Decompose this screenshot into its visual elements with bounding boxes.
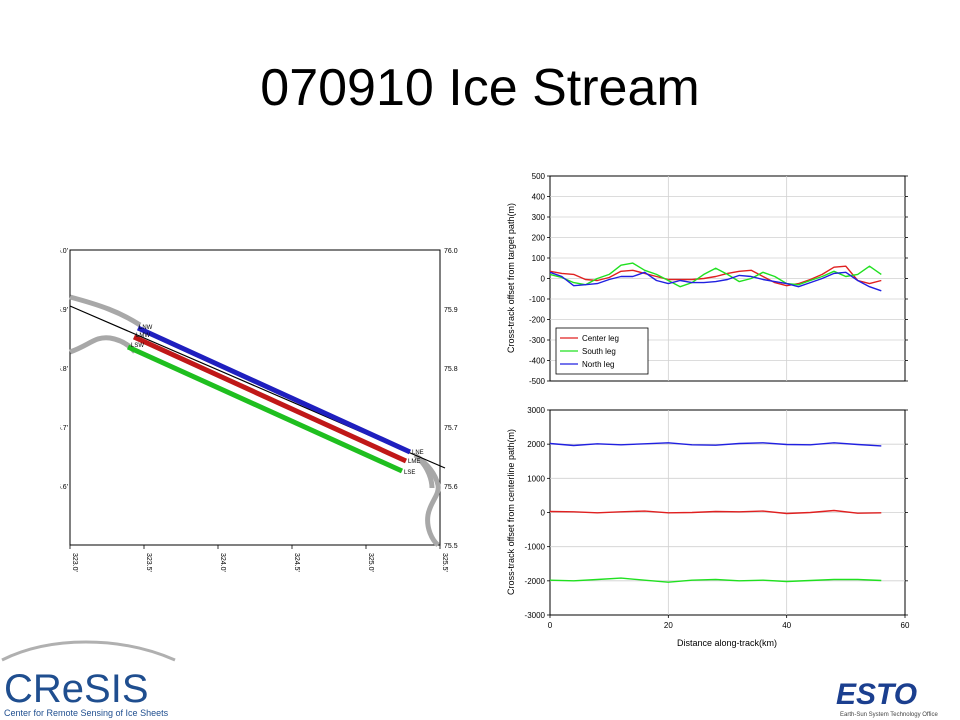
lat-label-right: 75.8	[444, 366, 458, 373]
marker-ce: LME	[408, 459, 420, 465]
esto-logo-sub: Earth-Sun System Technology Office	[840, 712, 938, 718]
bottom-xlabel: Distance along-track(km)	[677, 638, 777, 648]
y-tick-label: -100	[529, 295, 546, 304]
lon-label: 324.0'	[219, 553, 226, 572]
series-center-leg	[549, 509, 882, 515]
y-tick-label: 100	[532, 254, 546, 263]
lat-labels-left: 76.0' 75.9' 75.8' 75.7' 75.6'	[60, 248, 68, 491]
bottom-xticks: 0 20 40 60	[548, 615, 910, 630]
top-grid	[550, 176, 905, 381]
coastline-left-upper	[69, 294, 142, 328]
marker-cw: LMW	[136, 333, 150, 339]
y-tick-label: 2000	[527, 440, 545, 449]
y-tick-label: 3000	[527, 406, 545, 415]
x-tick-label: 0	[548, 621, 553, 630]
lon-label: 323.0'	[71, 553, 78, 572]
map-frame	[69, 249, 441, 546]
bottom-yticks: 3000 2000 1000 0 -1000 -2000 -3000	[525, 406, 908, 620]
y-tick-label: -1000	[525, 543, 546, 552]
legend-center: Center leg	[582, 334, 619, 343]
y-tick-label: -300	[529, 336, 546, 345]
cresis-logo-sub: Center for Remote Sensing of Ice Sheets	[4, 708, 169, 718]
esto-logo-text: ESTO	[836, 678, 917, 711]
y-tick-label: 1000	[527, 474, 545, 483]
lat-label-left: 75.7'	[60, 425, 68, 432]
lat-label-left: 75.9'	[60, 307, 68, 314]
lon-labels: 323.0' 323.5' 324.0' 324.5' 325.0' 325.5'	[71, 553, 448, 572]
north-leg-track	[136, 325, 412, 455]
lat-label-left: 75.6'	[60, 484, 68, 491]
y-tick-label: -200	[529, 316, 546, 325]
coastline-right	[413, 452, 441, 547]
series-center-leg	[549, 265, 882, 287]
marker-se: LSE	[404, 470, 415, 476]
y-tick-label: 0	[541, 509, 546, 518]
legend: Center leg South leg North leg	[555, 327, 649, 375]
bottom-ylabel: Cross-track offset from centerline path(…	[506, 429, 516, 595]
series-south-leg	[549, 577, 882, 583]
lon-label: 324.5'	[293, 553, 300, 572]
lat-label-right: 75.7	[444, 425, 458, 432]
series-north-leg	[549, 271, 882, 292]
y-tick-label: 500	[532, 172, 546, 181]
south-leg-track	[126, 344, 404, 474]
top-series	[549, 262, 882, 292]
center-leg-track	[132, 334, 408, 464]
y-tick-label: -500	[529, 377, 546, 386]
y-tick-label: 200	[532, 234, 546, 243]
y-tick-label: 400	[532, 193, 546, 202]
chart-bottom: 3000 2000 1000 0 -1000 -2000 -3000 0 20 40 60 Cro…	[506, 406, 910, 648]
series-north-leg	[549, 442, 882, 447]
cresis-logo: CReSIS Center for Remote Sensing of Ice …	[1, 640, 176, 718]
top-yticks: 500 400 300 200 100 0 -100 -200 -300 -400 -500	[529, 172, 908, 386]
x-tick-label: 60	[901, 621, 910, 630]
lon-label: 325.0'	[367, 553, 374, 572]
top-ylabel: Cross-track offset from target path(m)	[506, 203, 516, 353]
x-tick-label: 40	[782, 621, 791, 630]
lat-label-right: 75.6	[444, 484, 458, 491]
marker-nw: LNW	[139, 325, 153, 331]
lon-label: 323.5'	[145, 553, 152, 572]
lat-label-right: 75.5	[444, 543, 458, 550]
lat-labels-right: 76.0 75.9 75.8 75.7 75.6 75.5	[444, 248, 458, 550]
coastline-right-2	[418, 458, 435, 489]
y-tick-label: -3000	[525, 611, 546, 620]
y-tick-label: 300	[532, 213, 546, 222]
lat-label-left: 75.8'	[60, 366, 68, 373]
lon-label: 325.5'	[441, 553, 448, 572]
slide-title: 070910 Ice Stream	[260, 59, 700, 117]
y-tick-label: -2000	[525, 577, 546, 586]
chart-top: 500 400 300 200 100 0 -100 -200 -300 -400 -500 Cro…	[506, 172, 908, 386]
map-ticks	[69, 545, 441, 549]
marker-ne: LNE	[412, 450, 424, 456]
y-tick-label: 0	[541, 275, 546, 284]
y-tick-label: -400	[529, 357, 546, 366]
legend-south: South leg	[582, 347, 616, 356]
marker-sw: LSW	[131, 343, 144, 349]
cresis-arc	[1, 640, 176, 662]
lat-label-right: 75.9	[444, 307, 458, 314]
series-south-leg	[549, 262, 882, 288]
bottom-series	[549, 442, 882, 583]
lat-label-left: 76.0'	[60, 248, 68, 255]
flight-track-map: 76.0' 75.9' 75.8' 75.7' 75.6' 76.0 75.9 75.8 75…	[60, 248, 458, 572]
lat-label-right: 76.0	[444, 248, 458, 255]
cresis-logo-text: CReSIS	[4, 667, 149, 711]
esto-logo: ESTO Earth-Sun System Technology Office	[836, 678, 938, 718]
legend-north: North leg	[582, 360, 614, 369]
x-tick-label: 20	[664, 621, 673, 630]
